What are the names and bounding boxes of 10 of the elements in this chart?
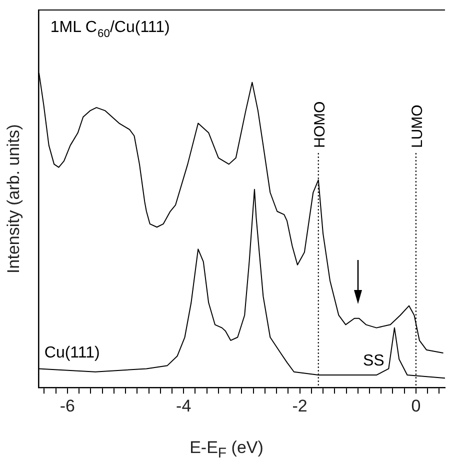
ref-line-label: HOMO	[311, 101, 328, 148]
ref-line-label: LUMO	[408, 104, 426, 148]
x-tick-label: -2	[292, 396, 308, 416]
x-axis-title: E-E$_{F}$ (eV)	[188, 438, 264, 462]
x-tick-label: -4	[176, 396, 192, 416]
annotation: SS	[363, 352, 384, 370]
x-tick-label: 0	[411, 396, 421, 416]
annotation: Cu(111)	[44, 344, 100, 362]
x-tick-label: -6	[60, 396, 76, 416]
y-axis-title: Intensity (arb. units)	[4, 124, 23, 274]
